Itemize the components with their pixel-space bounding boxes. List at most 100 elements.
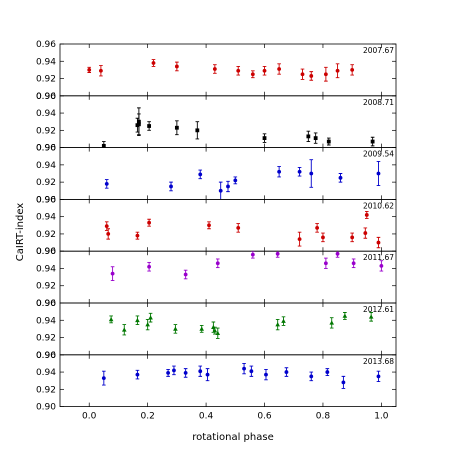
data-point: [198, 172, 203, 177]
panel-frame: [59, 302, 397, 356]
data-point: [264, 372, 268, 377]
y-tick-label: 0.92: [36, 75, 56, 85]
y-tick-label: 0.96: [36, 351, 56, 361]
series-label: 2011.67: [363, 253, 394, 262]
data-point: [335, 251, 340, 256]
y-tick-label: 0.94: [36, 161, 56, 171]
data-point: [370, 139, 375, 144]
panel-2013.68: 0.90 0.92 0.94 0.96 0.0 0.2 0.4 0.6 0.8 1.0 2013.6…: [36, 351, 397, 422]
data-point: [376, 240, 381, 245]
series-label: 2012.61: [363, 305, 394, 314]
y-tick-label: 0.94: [36, 109, 56, 119]
panel-stack: 0.90 0.92 0.94 0.96 2007.67 0.90 0.92 0.94 0.96 2…: [36, 40, 397, 422]
data-point: [250, 252, 255, 257]
data-point: [151, 61, 156, 65]
data-point: [309, 171, 314, 176]
data-point: [166, 371, 171, 375]
y-tick-label: 0.96: [36, 299, 56, 309]
data-points: [104, 211, 381, 249]
data-point: [281, 318, 286, 323]
data-point: [172, 368, 176, 373]
data-point: [329, 320, 335, 325]
y-tick-label: 0.94: [36, 368, 56, 378]
data-point: [174, 64, 179, 69]
panel-2010.62: 0.90 0.92 0.94 0.96 2010.62: [36, 195, 397, 257]
data-point: [108, 317, 114, 322]
y-tick-label: 0.90: [36, 195, 56, 205]
x-tick-label: 0.0: [82, 412, 97, 422]
data-point: [350, 235, 355, 240]
x-tick-label: 0.4: [199, 412, 214, 422]
data-point: [275, 322, 280, 327]
y-tick-label: 0.90: [36, 92, 56, 102]
panel-frame: [59, 95, 397, 149]
y-tick-label: 0.92: [36, 282, 56, 292]
data-points: [101, 362, 381, 389]
data-points: [87, 59, 355, 82]
data-point: [207, 223, 211, 228]
y-tick-label: 0.92: [36, 126, 56, 136]
x-tick-label: 1.0: [374, 412, 389, 422]
data-points: [104, 159, 381, 200]
data-point: [321, 235, 325, 240]
data-point: [297, 237, 302, 242]
y-tick-label: 0.94: [36, 264, 56, 274]
data-point: [173, 326, 178, 331]
data-point: [300, 72, 305, 77]
data-point: [335, 68, 340, 73]
data-point: [236, 68, 241, 73]
data-point: [169, 184, 173, 189]
data-point: [350, 68, 355, 72]
data-point: [101, 143, 106, 148]
data-point: [215, 330, 221, 336]
panel-2008.71: 0.90 0.92 0.94 0.96 2008.71: [36, 92, 397, 154]
data-point: [183, 272, 188, 277]
data-point: [262, 68, 267, 73]
panel-frame: [59, 43, 397, 97]
data-point: [351, 261, 356, 266]
data-point: [376, 374, 381, 379]
data-point: [249, 369, 254, 374]
data-point: [121, 327, 127, 332]
y-tick-label: 0.90: [36, 247, 56, 257]
panel-2009.54: 0.90 0.92 0.94 0.96 2009.54: [36, 144, 397, 205]
data-point: [275, 251, 280, 256]
data-point: [242, 366, 246, 371]
data-point: [136, 122, 141, 127]
data-point: [183, 371, 188, 375]
data-point: [236, 225, 241, 230]
x-tick-label: 0.2: [140, 412, 154, 422]
data-point: [212, 328, 218, 333]
series-label: 2010.62: [363, 201, 394, 210]
y-tick-label: 0.92: [36, 230, 56, 240]
x-tick-label: 0.8: [316, 412, 331, 422]
data-point: [315, 225, 320, 230]
data-point: [198, 369, 203, 374]
data-point: [306, 134, 311, 139]
data-point: [147, 264, 152, 269]
data-point: [174, 125, 179, 130]
y-tick-label: 0.94: [36, 57, 56, 67]
data-point: [135, 372, 140, 377]
series-label: 2008.71: [363, 98, 394, 107]
data-point: [215, 261, 220, 266]
data-points: [101, 107, 375, 148]
data-point: [309, 74, 314, 78]
data-point: [325, 370, 330, 374]
data-point: [218, 188, 223, 193]
y-tick-label: 0.96: [36, 40, 56, 50]
data-point: [212, 67, 217, 71]
y-tick-label: 0.90: [36, 299, 56, 309]
data-point: [277, 67, 282, 71]
data-point: [148, 315, 153, 320]
data-point: [145, 322, 150, 327]
data-point: [233, 178, 238, 183]
data-point: [199, 326, 205, 331]
y-tick-label: 0.94: [36, 213, 56, 223]
y-tick-label: 0.90: [36, 403, 56, 413]
panel-2012.61: 0.90 0.92 0.94 0.96 2012.61: [36, 299, 397, 361]
data-point: [87, 68, 92, 72]
x-axis-label: rotational phase: [192, 432, 273, 443]
series-label: 2007.67: [363, 46, 394, 55]
